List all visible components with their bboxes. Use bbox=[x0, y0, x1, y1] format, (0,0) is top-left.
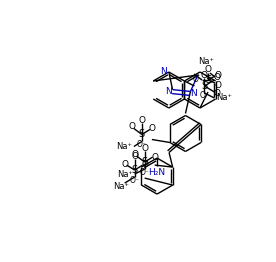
Text: S: S bbox=[139, 129, 145, 139]
Text: O: O bbox=[131, 152, 138, 161]
Text: Na⁺: Na⁺ bbox=[117, 170, 133, 179]
Text: H₂N: H₂N bbox=[148, 168, 166, 177]
Text: O: O bbox=[214, 80, 222, 90]
Text: Na⁺: Na⁺ bbox=[216, 94, 232, 102]
Text: O: O bbox=[121, 160, 128, 168]
Text: O⁻: O⁻ bbox=[140, 168, 150, 177]
Text: O⁻: O⁻ bbox=[200, 91, 209, 101]
Text: Na⁺: Na⁺ bbox=[198, 57, 214, 67]
Text: N: N bbox=[190, 89, 197, 98]
Text: O: O bbox=[131, 150, 138, 159]
Text: O: O bbox=[151, 152, 158, 162]
Text: O: O bbox=[214, 74, 221, 83]
Text: O: O bbox=[214, 90, 221, 99]
Text: S: S bbox=[132, 165, 138, 175]
Text: N: N bbox=[165, 87, 172, 96]
Text: O⁻: O⁻ bbox=[193, 75, 203, 85]
Text: O: O bbox=[201, 72, 208, 80]
Text: O: O bbox=[128, 122, 136, 131]
Text: S: S bbox=[142, 157, 148, 167]
Text: O: O bbox=[214, 70, 222, 79]
Text: O⁻: O⁻ bbox=[137, 140, 147, 149]
Text: Na⁺: Na⁺ bbox=[116, 142, 132, 151]
Text: O: O bbox=[148, 124, 155, 133]
Text: O: O bbox=[141, 144, 148, 152]
Text: O: O bbox=[141, 160, 148, 168]
Text: S: S bbox=[205, 75, 211, 85]
Text: O: O bbox=[205, 66, 211, 74]
Text: Na⁺: Na⁺ bbox=[113, 182, 129, 190]
Text: N: N bbox=[160, 67, 167, 75]
Text: O⁻: O⁻ bbox=[130, 176, 140, 184]
Text: O: O bbox=[138, 116, 145, 125]
Text: S: S bbox=[201, 81, 208, 91]
